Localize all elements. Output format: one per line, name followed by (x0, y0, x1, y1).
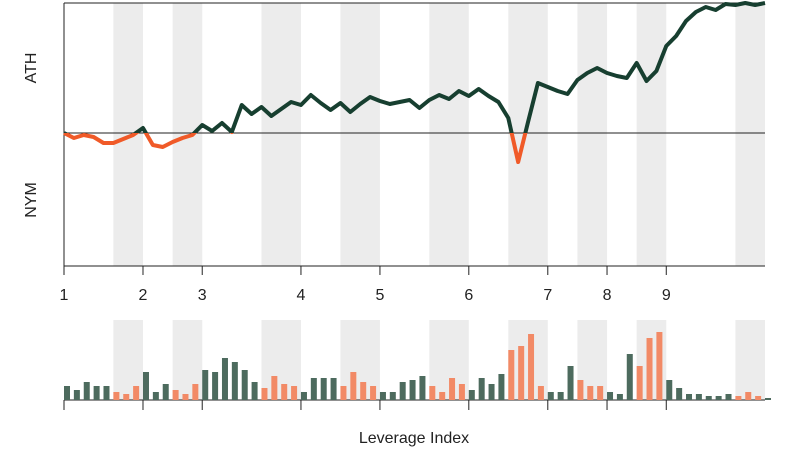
bar (616, 394, 623, 400)
bar (320, 378, 327, 400)
bar (597, 386, 604, 400)
bar (715, 396, 722, 400)
bar (83, 382, 90, 400)
bar (557, 392, 564, 400)
bar (379, 392, 386, 400)
top-label: ATH (23, 53, 40, 84)
bar (350, 372, 357, 400)
shaded-band (636, 3, 667, 266)
bar (656, 332, 663, 400)
bar (399, 382, 406, 400)
bar (468, 390, 475, 400)
shaded-band (577, 3, 608, 266)
bar (745, 392, 752, 400)
bar (765, 398, 771, 400)
bar (567, 366, 574, 400)
bar (93, 386, 100, 400)
shaded-band (113, 3, 143, 266)
bar (676, 388, 683, 400)
bar-axis-label: Leverage Index (359, 430, 469, 447)
bar (103, 386, 110, 400)
bar (261, 388, 268, 400)
shaded-band-bars (735, 320, 765, 400)
x-tick-label: 1 (60, 287, 69, 304)
bar (340, 386, 347, 400)
x-tick-label: 5 (375, 287, 384, 304)
bar (607, 392, 614, 400)
bar (666, 380, 673, 400)
bar (409, 380, 416, 400)
shaded-band (508, 3, 548, 266)
bar (528, 334, 535, 400)
bar (646, 338, 653, 400)
x-tick-label: 6 (464, 287, 473, 304)
bar (330, 378, 337, 400)
x-tick-label: 2 (139, 287, 148, 304)
bar (310, 378, 317, 400)
bar (300, 392, 307, 400)
bar (636, 366, 643, 400)
bar (458, 384, 465, 400)
x-tick-label: 4 (297, 287, 306, 304)
shaded-band (340, 3, 380, 266)
bar (182, 394, 189, 400)
bar (587, 386, 594, 400)
bar (251, 382, 258, 400)
bar (547, 392, 554, 400)
bar (221, 358, 228, 400)
bar (64, 386, 70, 400)
bar (686, 394, 693, 400)
x-tick-label: 7 (543, 287, 552, 304)
bar (123, 394, 130, 400)
bar (705, 396, 712, 400)
shaded-band (735, 3, 765, 266)
bar (518, 346, 525, 400)
bar (133, 386, 140, 400)
bar (508, 350, 515, 400)
bar (291, 386, 298, 400)
bar (212, 372, 219, 400)
line-below (63, 133, 528, 164)
line-above (64, 1, 766, 133)
bar (389, 392, 396, 400)
bar (241, 370, 248, 400)
x-tick-label: 3 (198, 287, 207, 304)
bar (281, 384, 288, 400)
x-tick-label: 8 (603, 287, 612, 304)
bar (725, 394, 732, 400)
bar (360, 382, 367, 400)
bar (488, 384, 495, 400)
bar (231, 362, 238, 400)
bar (162, 384, 169, 400)
bar (498, 374, 505, 400)
shaded-band (261, 3, 301, 266)
bar (73, 390, 80, 400)
bottom-label: NYM (23, 182, 40, 218)
bar (626, 354, 633, 400)
bar (537, 386, 544, 400)
x-tick-label: 9 (662, 287, 671, 304)
bar (429, 386, 436, 400)
bar (695, 394, 702, 400)
shaded-band (429, 3, 469, 266)
bar (370, 386, 377, 400)
bar (577, 380, 584, 400)
bar (271, 376, 278, 400)
bar (152, 392, 159, 400)
bar (113, 392, 120, 400)
bar (172, 390, 179, 400)
bar (478, 378, 485, 400)
bar (192, 384, 199, 400)
bar (202, 370, 209, 400)
bar (755, 396, 762, 400)
bar (735, 396, 742, 400)
bar (142, 372, 149, 400)
bar (439, 392, 446, 400)
bar (419, 376, 426, 400)
bar (449, 378, 456, 400)
